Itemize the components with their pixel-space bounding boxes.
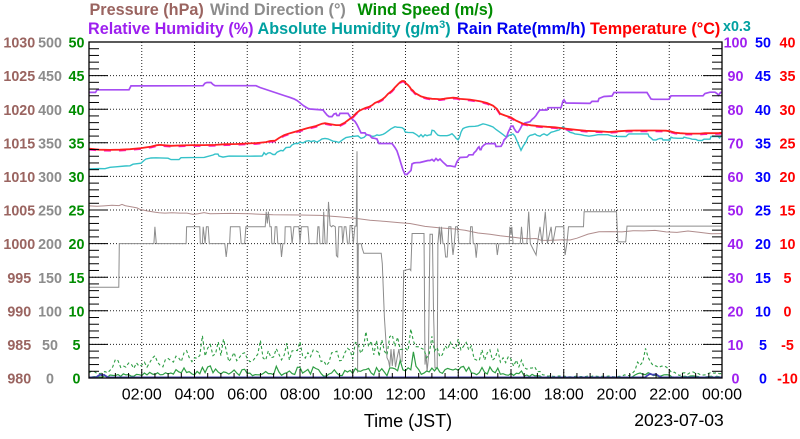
- svg-text:08:00: 08:00: [280, 387, 320, 404]
- svg-text:16:00: 16:00: [491, 387, 531, 404]
- svg-text:90: 90: [728, 69, 744, 85]
- svg-text:10: 10: [69, 304, 85, 320]
- svg-text:500: 500: [38, 36, 62, 52]
- svg-text:5: 5: [759, 338, 767, 354]
- svg-text:Temperature (°C): Temperature (°C): [590, 20, 720, 38]
- svg-text:0: 0: [759, 372, 767, 388]
- svg-text:45: 45: [755, 69, 771, 85]
- svg-text:15: 15: [755, 271, 771, 287]
- svg-text:0: 0: [73, 372, 81, 388]
- svg-text:1025: 1025: [3, 69, 35, 85]
- svg-text:400: 400: [38, 103, 62, 119]
- svg-text:35: 35: [780, 69, 796, 85]
- svg-text:06:00: 06:00: [227, 387, 267, 404]
- svg-text:0: 0: [784, 304, 792, 320]
- svg-text:10: 10: [728, 338, 744, 354]
- svg-text:70: 70: [728, 136, 744, 152]
- svg-text:18:00: 18:00: [544, 387, 584, 404]
- svg-text:20: 20: [728, 304, 744, 320]
- svg-text:Absolute Humidity (g/m3): Absolute Humidity (g/m3): [258, 19, 451, 38]
- svg-text:00:00: 00:00: [702, 387, 742, 404]
- svg-text:40: 40: [780, 36, 796, 52]
- svg-text:25: 25: [780, 136, 796, 152]
- svg-text:10: 10: [755, 304, 771, 320]
- svg-text:1010: 1010: [3, 170, 35, 186]
- svg-text:20:00: 20:00: [596, 387, 636, 404]
- svg-text:14:00: 14:00: [438, 387, 478, 404]
- svg-text:40: 40: [755, 103, 771, 119]
- svg-text:1015: 1015: [3, 136, 35, 152]
- svg-text:Wind Direction (°): Wind Direction (°): [210, 1, 346, 19]
- svg-text:450: 450: [38, 69, 62, 85]
- svg-text:50: 50: [69, 36, 85, 52]
- svg-text:15: 15: [69, 271, 85, 287]
- svg-text:5: 5: [784, 271, 792, 287]
- svg-text:30: 30: [780, 103, 796, 119]
- svg-text:45: 45: [69, 69, 85, 85]
- svg-text:35: 35: [755, 136, 771, 152]
- svg-text:35: 35: [69, 136, 85, 152]
- svg-text:20: 20: [69, 237, 85, 253]
- svg-text:100: 100: [38, 304, 62, 320]
- svg-text:50: 50: [42, 338, 58, 354]
- svg-text:990: 990: [7, 304, 31, 320]
- svg-text:0: 0: [732, 372, 740, 388]
- svg-text:1000: 1000: [3, 237, 35, 253]
- svg-text:80: 80: [728, 103, 744, 119]
- svg-text:100: 100: [724, 36, 748, 52]
- svg-text:12:00: 12:00: [385, 387, 425, 404]
- svg-text:-10: -10: [777, 372, 798, 388]
- svg-text:200: 200: [38, 237, 62, 253]
- svg-text:-5: -5: [781, 338, 794, 354]
- svg-text:20: 20: [755, 237, 771, 253]
- svg-text:50: 50: [755, 36, 771, 52]
- svg-text:40: 40: [69, 103, 85, 119]
- svg-text:Pressure (hPa): Pressure (hPa): [90, 1, 204, 19]
- svg-text:1030: 1030: [3, 36, 35, 52]
- svg-text:50: 50: [728, 204, 744, 220]
- svg-text:5: 5: [73, 338, 81, 354]
- svg-text:30: 30: [728, 271, 744, 287]
- svg-text:Rain Rate(mm/h): Rain Rate(mm/h): [457, 20, 586, 38]
- svg-text:02:00: 02:00: [122, 387, 162, 404]
- svg-text:Wind Speed (m/s): Wind Speed (m/s): [358, 1, 494, 19]
- svg-text:04:00: 04:00: [174, 387, 214, 404]
- svg-text:10: 10: [780, 237, 796, 253]
- svg-text:10:00: 10:00: [333, 387, 373, 404]
- svg-text:20: 20: [780, 170, 796, 186]
- svg-text:1020: 1020: [3, 103, 35, 119]
- svg-text:1005: 1005: [3, 204, 35, 220]
- svg-text:150: 150: [38, 271, 62, 287]
- svg-text:Relative Humidity (%): Relative Humidity (%): [88, 20, 254, 38]
- svg-text:980: 980: [7, 372, 31, 388]
- svg-text:40: 40: [728, 237, 744, 253]
- svg-text:2023-07-03: 2023-07-03: [634, 410, 724, 430]
- svg-text:350: 350: [38, 136, 62, 152]
- svg-text:995: 995: [7, 271, 31, 287]
- svg-text:985: 985: [7, 338, 31, 354]
- svg-text:x0.3: x0.3: [723, 19, 751, 35]
- svg-text:25: 25: [69, 204, 85, 220]
- svg-text:15: 15: [780, 204, 796, 220]
- svg-text:30: 30: [69, 170, 85, 186]
- svg-text:60: 60: [728, 170, 744, 186]
- svg-text:250: 250: [38, 204, 62, 220]
- svg-text:22:00: 22:00: [649, 387, 689, 404]
- svg-text:30: 30: [755, 170, 771, 186]
- svg-text:25: 25: [755, 204, 771, 220]
- svg-text:0: 0: [46, 372, 54, 388]
- svg-text:300: 300: [38, 170, 62, 186]
- svg-text:Time (JST): Time (JST): [364, 411, 452, 431]
